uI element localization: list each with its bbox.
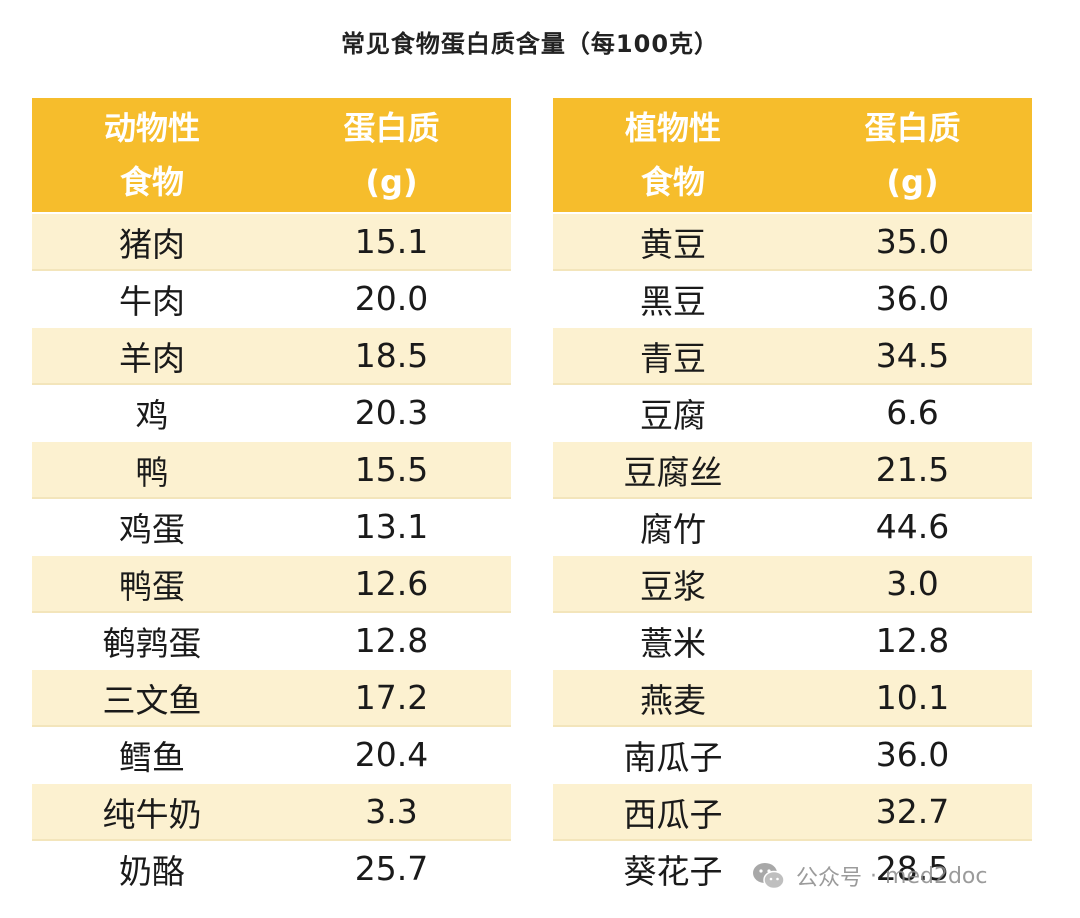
column-header-food: 动物性 食物 [32,98,272,213]
table-row: 牛肉 20.0 [32,269,511,327]
food-name: 腐竹 [553,497,793,555]
food-name: 鹌鹑蛋 [32,611,272,669]
food-name: 豆腐丝 [553,440,793,498]
column-header-protein: 蛋白质 (g) [793,98,1032,213]
column-header-protein: 蛋白质 (g) [272,98,511,213]
protein-value: 44.6 [793,497,1032,555]
table-row: 鸡蛋 13.1 [32,497,511,555]
food-name: 纯牛奶 [32,782,272,840]
food-name: 南瓜子 [553,725,793,783]
food-name: 西瓜子 [553,782,793,840]
protein-value: 34.5 [793,326,1032,384]
food-name: 薏米 [553,611,793,669]
watermark-separator: · [870,863,878,889]
page-title: 常见食物蛋白质含量（每100克） [340,30,720,58]
protein-value: 32.7 [793,782,1032,840]
watermark-account: med2doc [885,863,988,889]
protein-value: 12.8 [793,611,1032,669]
protein-value: 21.5 [793,440,1032,498]
food-name: 鸭 [32,440,272,498]
table-row: 燕麦 10.1 [553,668,1032,726]
table-header-row: 植物性 食物 蛋白质 (g) [553,98,1032,213]
protein-value: 10.1 [793,668,1032,726]
food-name: 鸡蛋 [32,497,272,555]
table-row: 薏米 12.8 [553,611,1032,669]
wechat-icon [752,861,786,891]
table-row: 黑豆 36.0 [553,269,1032,327]
protein-value: 20.3 [272,383,511,441]
plant-protein-table: 植物性 食物 蛋白质 (g) 黄豆 35.0 黑豆 36.0 青豆 34.5 豆腐 6.… [553,98,1032,896]
food-name: 葵花子 [553,839,793,896]
protein-value: 20.0 [272,269,511,327]
table-row: 西瓜子 32.7 [553,782,1032,840]
table-row: 奶酪 25.7 [32,839,511,896]
protein-value: 3.3 [272,782,511,840]
protein-value: 25.7 [272,839,511,896]
food-name: 三文鱼 [32,668,272,726]
table-row: 羊肉 18.5 [32,326,511,384]
food-name: 羊肉 [32,326,272,384]
watermark: 公众号 · med2doc [752,858,987,894]
protein-value: 15.5 [272,440,511,498]
table-row: 南瓜子 36.0 [553,725,1032,783]
food-name: 奶酪 [32,839,272,896]
food-name: 牛肉 [32,269,272,327]
protein-value: 18.5 [272,326,511,384]
table-row: 鸭 15.5 [32,440,511,498]
protein-value: 13.1 [272,497,511,555]
protein-value: 3.0 [793,554,1032,612]
protein-value: 6.6 [793,383,1032,441]
food-name: 豆浆 [553,554,793,612]
table-row: 豆浆 3.0 [553,554,1032,612]
table-row: 鳕鱼 20.4 [32,725,511,783]
food-name: 鸡 [32,383,272,441]
table-row: 纯牛奶 3.3 [32,782,511,840]
protein-value: 28.5 [793,839,1032,896]
protein-value: 17.2 [272,668,511,726]
table-row: 豆腐 6.6 [553,383,1032,441]
food-name: 豆腐 [553,383,793,441]
food-name: 鸭蛋 [32,554,272,612]
table-row: 腐竹 44.6 [553,497,1032,555]
animal-protein-table: 动物性 食物 蛋白质 (g) 猪肉 15.1 牛肉 20.0 羊肉 18.5 鸡 20.… [32,98,511,896]
table-header-row: 动物性 食物 蛋白质 (g) [32,98,511,213]
table-row: 三文鱼 17.2 [32,668,511,726]
watermark-label: 公众号 [796,866,863,891]
food-name: 鳕鱼 [32,725,272,783]
table-row: 鹌鹑蛋 12.8 [32,611,511,669]
food-name: 青豆 [553,326,793,384]
protein-value: 36.0 [793,725,1032,783]
column-header-food: 植物性 食物 [553,98,793,213]
table-row: 黄豆 35.0 [553,212,1032,270]
protein-value: 12.8 [272,611,511,669]
table-row: 鸡 20.3 [32,383,511,441]
table-row: 猪肉 15.1 [32,212,511,270]
protein-value: 15.1 [272,212,511,270]
table-row: 豆腐丝 21.5 [553,440,1032,498]
table-row: 鸭蛋 12.6 [32,554,511,612]
table-row: 葵花子 28.5 [553,839,1032,896]
protein-value: 20.4 [272,725,511,783]
food-name: 猪肉 [32,212,272,270]
protein-value: 35.0 [793,212,1032,270]
protein-value: 12.6 [272,554,511,612]
food-name: 黄豆 [553,212,793,270]
food-name: 黑豆 [553,269,793,327]
food-name: 燕麦 [553,668,793,726]
table-row: 青豆 34.5 [553,326,1032,384]
protein-value: 36.0 [793,269,1032,327]
